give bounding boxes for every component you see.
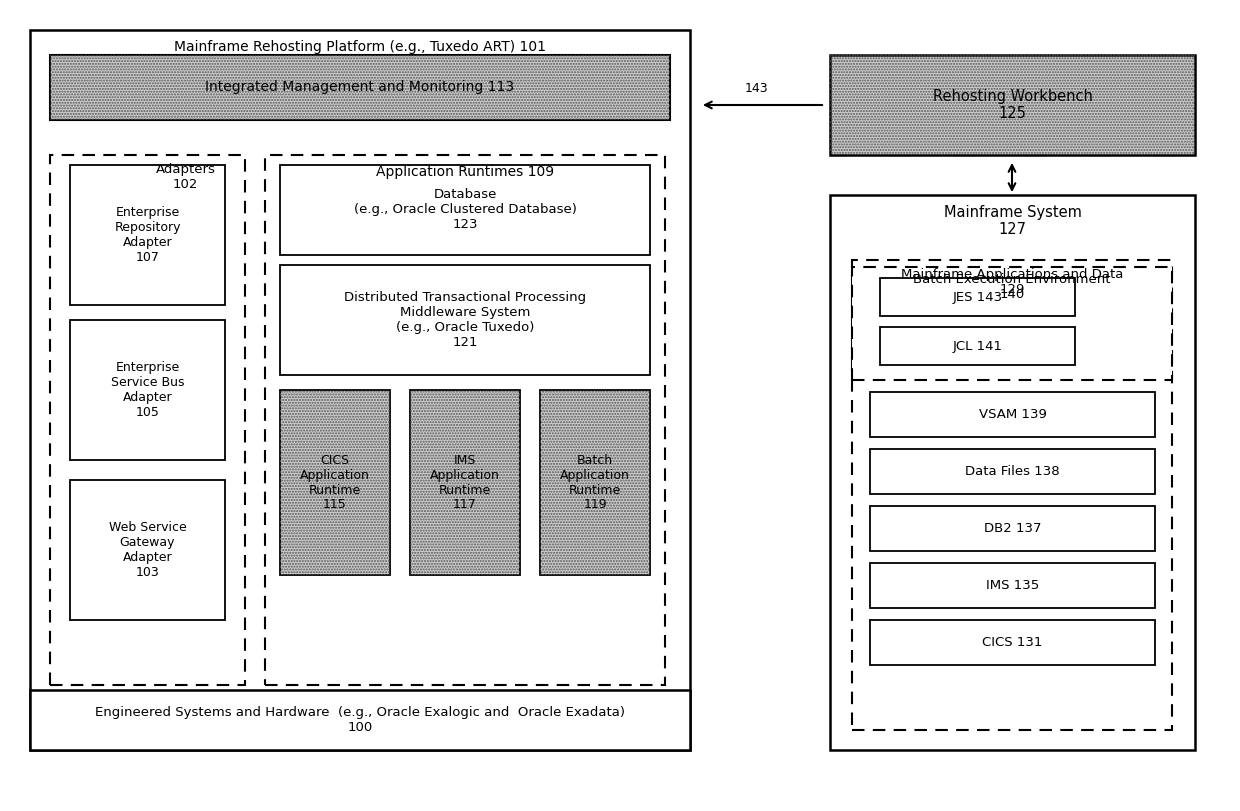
Text: Mainframe System
127: Mainframe System 127: [944, 205, 1081, 238]
Bar: [830, 55, 1195, 155]
Text: IMS 135: IMS 135: [986, 579, 1039, 592]
Text: Engineered Systems and Hardware  (e.g., Oracle Exalogic and  Oracle Exadata)
100: Engineered Systems and Hardware (e.g., O…: [95, 706, 625, 734]
Bar: [410, 390, 520, 575]
Text: Data Files 138: Data Files 138: [965, 465, 1060, 478]
Bar: [30, 30, 689, 750]
Text: Adapters
102: Adapters 102: [155, 163, 216, 191]
Bar: [539, 390, 650, 575]
Bar: [280, 265, 650, 375]
Bar: [830, 195, 1195, 750]
Text: CICS
Application
Runtime
115: CICS Application Runtime 115: [300, 453, 370, 512]
Text: Application Runtimes 109: Application Runtimes 109: [376, 165, 554, 179]
Text: Mainframe Applications and Data
129: Mainframe Applications and Data 129: [900, 268, 1123, 296]
Bar: [280, 390, 391, 575]
Text: Enterprise
Repository
Adapter
107: Enterprise Repository Adapter 107: [114, 206, 181, 264]
Bar: [50, 55, 670, 120]
Text: Integrated Management and Monitoring 113: Integrated Management and Monitoring 113: [206, 80, 515, 95]
Bar: [69, 480, 224, 620]
Bar: [852, 260, 1172, 730]
Bar: [69, 165, 224, 305]
Bar: [280, 390, 391, 575]
Text: Enterprise
Service Bus
Adapter
105: Enterprise Service Bus Adapter 105: [110, 361, 185, 419]
Bar: [50, 55, 670, 120]
Text: IMS
Application
Runtime
117: IMS Application Runtime 117: [430, 453, 500, 512]
Text: Batch
Application
Runtime
119: Batch Application Runtime 119: [560, 453, 630, 512]
Text: JCL 141: JCL 141: [952, 340, 1002, 353]
Bar: [50, 155, 246, 685]
Text: 143: 143: [744, 82, 768, 95]
Bar: [870, 392, 1154, 437]
Text: DB2 137: DB2 137: [983, 522, 1042, 535]
Bar: [870, 563, 1154, 608]
Bar: [539, 390, 650, 575]
Text: Database
(e.g., Oracle Clustered Database)
123: Database (e.g., Oracle Clustered Databas…: [353, 188, 577, 231]
Bar: [265, 155, 665, 685]
Bar: [830, 55, 1195, 155]
Bar: [280, 165, 650, 255]
Bar: [880, 278, 1075, 316]
Text: Rehosting Workbench
125: Rehosting Workbench 125: [932, 88, 1092, 121]
Bar: [30, 690, 689, 750]
Text: CICS 131: CICS 131: [982, 636, 1043, 649]
Bar: [870, 506, 1154, 551]
Bar: [870, 449, 1154, 494]
Bar: [880, 327, 1075, 365]
Text: Batch Execution Environment
140: Batch Execution Environment 140: [913, 273, 1111, 301]
Bar: [852, 267, 1172, 380]
Text: Distributed Transactional Processing
Middleware System
(e.g., Oracle Tuxedo)
121: Distributed Transactional Processing Mid…: [343, 291, 587, 349]
Bar: [410, 390, 520, 575]
Bar: [69, 320, 224, 460]
Text: Mainframe Rehosting Platform (e.g., Tuxedo ART) 101: Mainframe Rehosting Platform (e.g., Tuxe…: [174, 40, 546, 54]
Bar: [870, 620, 1154, 665]
Text: JES 143: JES 143: [952, 290, 1003, 303]
Text: Web Service
Gateway
Adapter
103: Web Service Gateway Adapter 103: [109, 521, 186, 579]
Text: VSAM 139: VSAM 139: [978, 408, 1047, 421]
